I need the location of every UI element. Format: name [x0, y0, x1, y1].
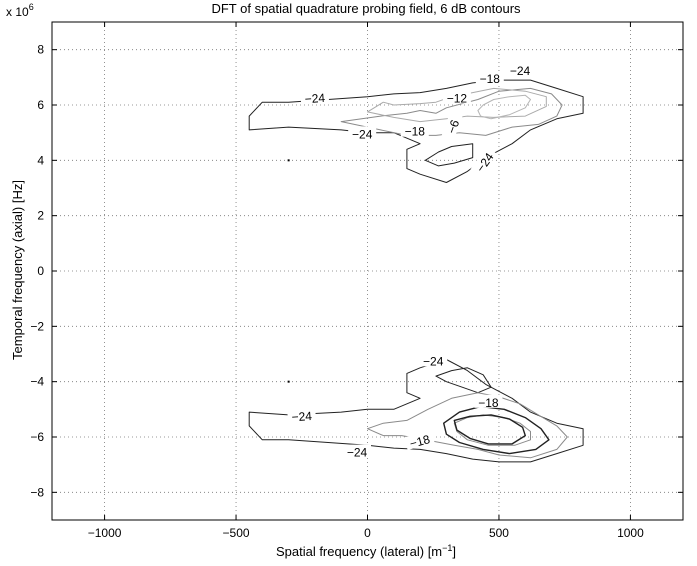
contour-label-group: −18 — [400, 123, 429, 139]
contour-label-bg — [442, 90, 471, 104]
x-tick-label: −1000 — [88, 526, 122, 540]
marker-dot — [287, 380, 290, 383]
contour-label-group: −18 — [474, 394, 503, 410]
contour-24db — [453, 414, 526, 445]
contour-label-bg — [348, 126, 377, 140]
contour-label: −12 — [447, 92, 468, 106]
contour-label: −18 — [405, 125, 426, 139]
contour-label-bg — [475, 71, 504, 85]
chart-title: DFT of spatial quadrature probing field,… — [211, 1, 521, 16]
contour-12db — [367, 87, 547, 123]
contour-label-bg — [400, 123, 429, 137]
contour-label-bg — [343, 444, 371, 458]
contour-label-bg — [404, 430, 435, 450]
y-axis-label: Temporal frequency (axial) [Hz] — [10, 180, 25, 360]
contour-label-bg — [287, 407, 317, 423]
y-tick-label: −8 — [30, 485, 44, 499]
contour-label: −18 — [478, 396, 499, 410]
x-tick-label: 500 — [489, 526, 509, 540]
contour-labels: −24−18−24−12−6−18−24−24−24−24−18−18−24 — [287, 62, 534, 460]
contour-label-group: −18 — [404, 430, 435, 451]
marker-dot — [287, 159, 290, 162]
contour-label-group: −12 — [442, 90, 471, 106]
y-exponent-base: x 10 — [6, 5, 29, 19]
contour-label-bg — [470, 146, 498, 177]
y-tick-label: 4 — [37, 153, 44, 167]
contour-label: −18 — [480, 72, 501, 86]
contour-label: −24 — [304, 91, 326, 106]
y-exponent-power: 6 — [29, 2, 34, 12]
contour-label-bg — [506, 62, 534, 76]
y-tick-label: 8 — [37, 43, 44, 57]
contour-label-group: −24 — [300, 89, 330, 106]
x-axis-label-end: ] — [452, 544, 456, 559]
x-axis-label-sup: −1 — [442, 543, 452, 553]
contour-label-bg — [300, 89, 330, 105]
x-tick-label: −500 — [223, 526, 250, 540]
contour-label-bg — [419, 353, 448, 367]
contour-label: −24 — [291, 409, 313, 424]
contour-18db — [340, 87, 563, 136]
contour-label-group: −24 — [343, 444, 371, 460]
contour-label-bg — [474, 394, 503, 408]
contour-label-group: −24 — [506, 62, 534, 78]
x-axis-label: Spatial frequency (lateral) [m−1] — [276, 543, 456, 559]
grid — [52, 22, 683, 520]
contour-label: −18 — [408, 432, 432, 451]
contour-24db — [248, 79, 584, 183]
axis-ticks: −1000 −500 0 500 1000 −8 −6 −4 −2 0 2 4 6 8 — [30, 22, 683, 540]
x-tick-label: 0 — [364, 526, 371, 540]
contour-label-group: −18 — [475, 71, 504, 86]
contour-label: −24 — [352, 127, 373, 141]
contour-label: −24 — [347, 446, 368, 460]
contour-24db — [435, 367, 492, 394]
y-tick-label: 0 — [37, 264, 44, 278]
contour-label: −24 — [510, 64, 531, 78]
contour-label-group: −24 — [287, 407, 317, 424]
contour-6db — [477, 94, 531, 120]
y-exponent-label: x 106 — [6, 2, 34, 19]
contour-label: −6 — [444, 118, 462, 136]
y-tick-label: −4 — [30, 375, 44, 389]
y-tick-label: −2 — [30, 319, 44, 333]
x-tick-label: 1000 — [617, 526, 644, 540]
x-axis-label-text: Spatial frequency (lateral) [m — [276, 544, 442, 559]
contour-label-group: −6 — [441, 110, 463, 142]
y-tick-label: −6 — [30, 430, 44, 444]
y-tick-label: 6 — [37, 98, 44, 112]
contour-label-group: −24 — [348, 126, 377, 141]
contour-label-bg — [441, 110, 463, 142]
contour-24db — [424, 143, 474, 167]
y-tick-label: 2 — [37, 209, 44, 223]
contour-label-group: −24 — [419, 353, 448, 368]
contour-label: −24 — [423, 354, 444, 368]
